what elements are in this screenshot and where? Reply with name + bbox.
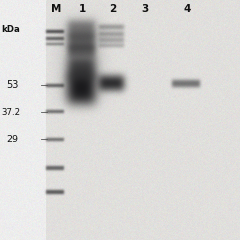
Text: 1: 1 [79, 4, 86, 14]
Text: M: M [51, 4, 61, 14]
Text: 3: 3 [142, 4, 149, 14]
Text: 4: 4 [183, 4, 190, 14]
Text: 2: 2 [109, 4, 116, 14]
Text: kDa: kDa [1, 25, 20, 35]
Text: 29: 29 [6, 135, 18, 144]
Text: 53: 53 [6, 80, 18, 90]
Text: 37.2: 37.2 [1, 108, 20, 117]
